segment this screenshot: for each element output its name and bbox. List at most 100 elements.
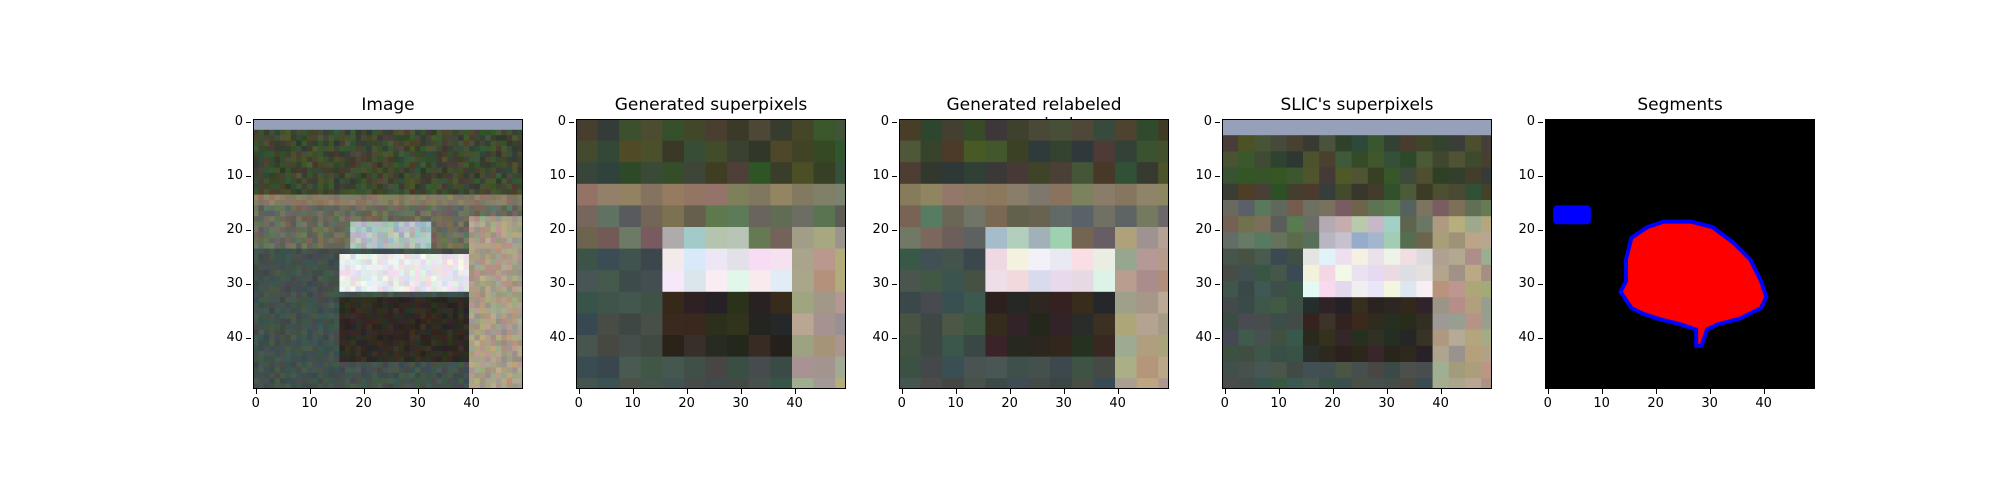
pixel-block <box>512 124 519 131</box>
pixel-block <box>296 216 303 223</box>
pixel-block <box>415 297 421 304</box>
pixel-block <box>274 221 281 228</box>
pixel-block <box>307 151 313 158</box>
pixel-block <box>404 221 411 228</box>
pixel-block <box>474 362 481 368</box>
pixel-block <box>355 335 362 341</box>
pixel-block <box>253 308 259 314</box>
x-tick <box>686 389 688 394</box>
pixel-block <box>328 146 335 152</box>
pixel-block <box>263 259 270 266</box>
pixel-block <box>490 383 497 389</box>
pixel-block <box>463 227 470 233</box>
pixel-block <box>490 124 497 131</box>
pixel-block <box>285 248 292 255</box>
pixel-block <box>280 194 286 201</box>
pixel-block <box>361 178 367 185</box>
pixel-block <box>382 135 389 142</box>
pixel-block <box>301 248 308 255</box>
pixel-block <box>350 345 357 352</box>
pixel-block <box>1319 183 1336 201</box>
pixel-block <box>334 156 340 163</box>
pixel-block <box>431 146 438 152</box>
pixel-block <box>792 140 815 163</box>
pixel-block <box>253 237 259 244</box>
pixel-block <box>452 329 459 336</box>
pixel-block <box>1351 329 1369 347</box>
pixel-block <box>512 243 519 250</box>
pixel-block <box>1028 205 1051 228</box>
pixel-block <box>409 345 416 352</box>
pixel-block <box>274 378 281 385</box>
pixel-block <box>1448 313 1466 331</box>
pixel-block <box>388 178 394 185</box>
pixel-block <box>619 335 642 358</box>
pixel-block <box>366 129 373 136</box>
pixel-block <box>452 286 459 293</box>
pixel-block <box>398 205 405 212</box>
pixel-block <box>404 356 411 363</box>
pixel-block <box>1367 167 1385 185</box>
pixel-block <box>361 124 367 131</box>
pixel-block <box>296 372 303 379</box>
y-tick <box>1538 283 1543 285</box>
pixel-block <box>317 167 324 174</box>
pixel-block <box>415 124 421 131</box>
pixel-block <box>463 124 470 131</box>
pixel-block <box>425 264 432 271</box>
pixel-block <box>1367 216 1385 233</box>
pixel-block <box>431 189 438 196</box>
pixel-block <box>285 356 292 363</box>
pixel-block <box>280 183 286 190</box>
pixel-block <box>485 124 492 131</box>
pixel-block <box>576 162 599 185</box>
pixel-block <box>501 308 508 314</box>
pixel-block <box>409 227 416 233</box>
pixel-block <box>899 270 922 293</box>
pixel-block <box>323 232 330 239</box>
pixel-block <box>393 129 400 136</box>
pixel-block <box>258 210 265 217</box>
pixel-block <box>344 383 351 389</box>
pixel-block <box>490 367 497 374</box>
pixel-block <box>285 200 292 206</box>
pixel-block <box>813 313 836 336</box>
pixel-block <box>339 162 346 169</box>
pixel-block <box>506 286 513 293</box>
pixel-block <box>355 183 362 190</box>
pixel-block <box>350 254 357 260</box>
pixel-block <box>1071 313 1094 336</box>
pixel-block <box>792 270 815 293</box>
pixel-block <box>280 324 286 331</box>
image-svg <box>1222 119 1492 389</box>
pixel-block <box>366 140 373 147</box>
pixel-block <box>301 140 308 147</box>
pixel-block <box>1071 205 1094 228</box>
pixel-block <box>512 308 519 314</box>
pixel-block <box>705 205 728 228</box>
pixel-block <box>1448 329 1466 347</box>
pixel-block <box>463 146 470 152</box>
pixel-block <box>274 367 281 374</box>
pixel-block <box>323 151 330 158</box>
pixel-block <box>1319 151 1336 169</box>
pixel-block <box>425 291 432 298</box>
pixel-block <box>1432 200 1450 217</box>
pixel-block <box>512 221 519 228</box>
pixel-block <box>388 335 394 341</box>
pixel-block <box>388 183 394 190</box>
x-tick <box>1763 389 1765 394</box>
pixel-block <box>323 286 330 293</box>
pixel-block <box>640 291 663 314</box>
pixel-block <box>501 378 508 385</box>
pixel-block <box>985 378 1008 389</box>
pixel-block <box>269 146 276 152</box>
pixel-block <box>1319 248 1336 266</box>
pixel-block <box>377 372 384 379</box>
pixel-block <box>496 210 502 217</box>
pixel-block <box>420 383 427 389</box>
pixel-block <box>253 248 259 255</box>
y-tick <box>892 283 897 285</box>
pixel-block <box>420 129 427 136</box>
pixel-block <box>458 205 465 212</box>
